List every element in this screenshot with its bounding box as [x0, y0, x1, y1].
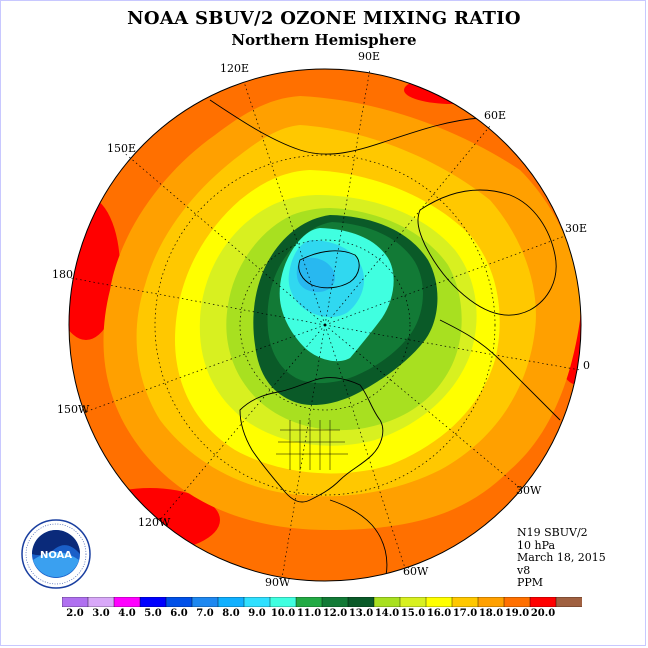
contour-19-pacific [69, 196, 120, 340]
lon-label-90w: 90W [265, 576, 291, 589]
lon-label-180: 180 [52, 268, 73, 281]
colorbar-swatch [243, 597, 271, 607]
lon-label-120e: 120E [220, 62, 250, 75]
colorbar-swatch [477, 597, 505, 607]
europe-outline [439, 319, 561, 421]
colorbar-tick-label: 13.0 [348, 608, 374, 619]
colorbar-swatch [347, 597, 375, 607]
colorbar-tick-label: 19.0 [504, 608, 530, 619]
meridian-120w [159, 324, 326, 521]
graticule [70, 68, 581, 579]
colorbar-tick-label: 16.0 [426, 608, 452, 619]
colorbar-tick-label: 18.0 [478, 608, 504, 619]
lon-label-120w: 120W [138, 516, 171, 529]
scandinavia-outline [417, 189, 557, 316]
colorbar-tick-label: 10.0 [270, 608, 296, 619]
colorbar-tick-label: 9.0 [248, 608, 266, 619]
colorbar-tick-label: 11.0 [296, 608, 322, 619]
coastlines [209, 99, 561, 581]
ozone-field [69, 69, 581, 581]
us-state-grid [276, 420, 348, 470]
colorbar-swatch [321, 597, 349, 607]
lat-circle-60 [239, 239, 411, 411]
colorbar-tick-label: 6.0 [170, 608, 188, 619]
colorbar-tick-label: 12.0 [322, 608, 348, 619]
lon-label-60e: 60E [484, 109, 507, 122]
info-units: PPM [517, 576, 544, 589]
logo-wordmark: NOAA [40, 550, 72, 561]
colorbar-swatch [217, 597, 245, 607]
colorbar-tick-label: 14.0 [374, 608, 400, 619]
colorbar-tick-label: 20.0 [530, 608, 556, 619]
colorbar-swatch [165, 597, 193, 607]
meridian-90e [324, 68, 371, 326]
colorbar-tick-label: 15.0 [400, 608, 426, 619]
colorbar-tick-label: 4.0 [118, 608, 136, 619]
contour-19-siberia [404, 76, 500, 104]
info-instrument: N19 SBUV/2 [517, 526, 588, 539]
info-date: March 18, 2015 [517, 551, 606, 564]
info-block: N19 SBUV/2 10 hPa March 18, 2015 v8 PPM [517, 526, 606, 590]
asia-outline [209, 99, 481, 155]
colorbar-swatch [529, 597, 557, 607]
lon-label-30e: 30E [565, 222, 588, 235]
colorbar-swatch [503, 597, 531, 607]
colorbar-tick-label: 3.0 [92, 608, 110, 619]
meridian-150w [84, 324, 326, 413]
lon-label-30w: 30W [516, 484, 542, 497]
info-pressure: 10 hPa [517, 538, 556, 552]
colorbar-swatch [113, 597, 141, 607]
noaa-logo: NOAA [21, 519, 91, 589]
map-subtitle: Northern Hemisphere [231, 31, 417, 49]
meridian-30w [324, 324, 521, 489]
south-america-outline [329, 499, 388, 581]
colorbar-swatch [139, 597, 167, 607]
colorbar-tick-label: 8.0 [222, 608, 240, 619]
contour-8 [296, 257, 336, 292]
map-boundary [68, 68, 582, 582]
lon-label-60w: 60W [403, 565, 429, 578]
colorbar-tick-label: 5.0 [144, 608, 162, 619]
colorbar-swatch [425, 597, 453, 607]
info-version: v8 [517, 563, 531, 577]
map-title: NOAA SBUV/2 OZONE MIXING RATIO [127, 8, 521, 29]
colorbar-swatch [555, 597, 582, 607]
colorbar-swatch [269, 597, 297, 607]
north-america-outline [239, 377, 384, 503]
colorbar-tick-label: 7.0 [196, 608, 214, 619]
greenland-outline [298, 250, 360, 289]
lon-label-90e: 90E [358, 50, 381, 63]
colorbar [62, 597, 582, 607]
lon-label-0: 0 [583, 359, 590, 372]
colorbar-swatch [373, 597, 401, 607]
colorbar-tick-label: 2.0 [66, 608, 84, 619]
colorbar-swatch [451, 597, 479, 607]
lat-circle-30 [154, 154, 496, 496]
colorbar-swatch [87, 597, 115, 607]
colorbar-swatch [191, 597, 219, 607]
lon-label-150e: 150E [107, 142, 137, 155]
colorbar-tick-label: 17.0 [452, 608, 478, 619]
colorbar-swatch [399, 597, 427, 607]
colorbar-swatch [295, 597, 323, 607]
colorbar-swatch [62, 597, 89, 607]
lon-label-150w: 150W [57, 403, 90, 416]
